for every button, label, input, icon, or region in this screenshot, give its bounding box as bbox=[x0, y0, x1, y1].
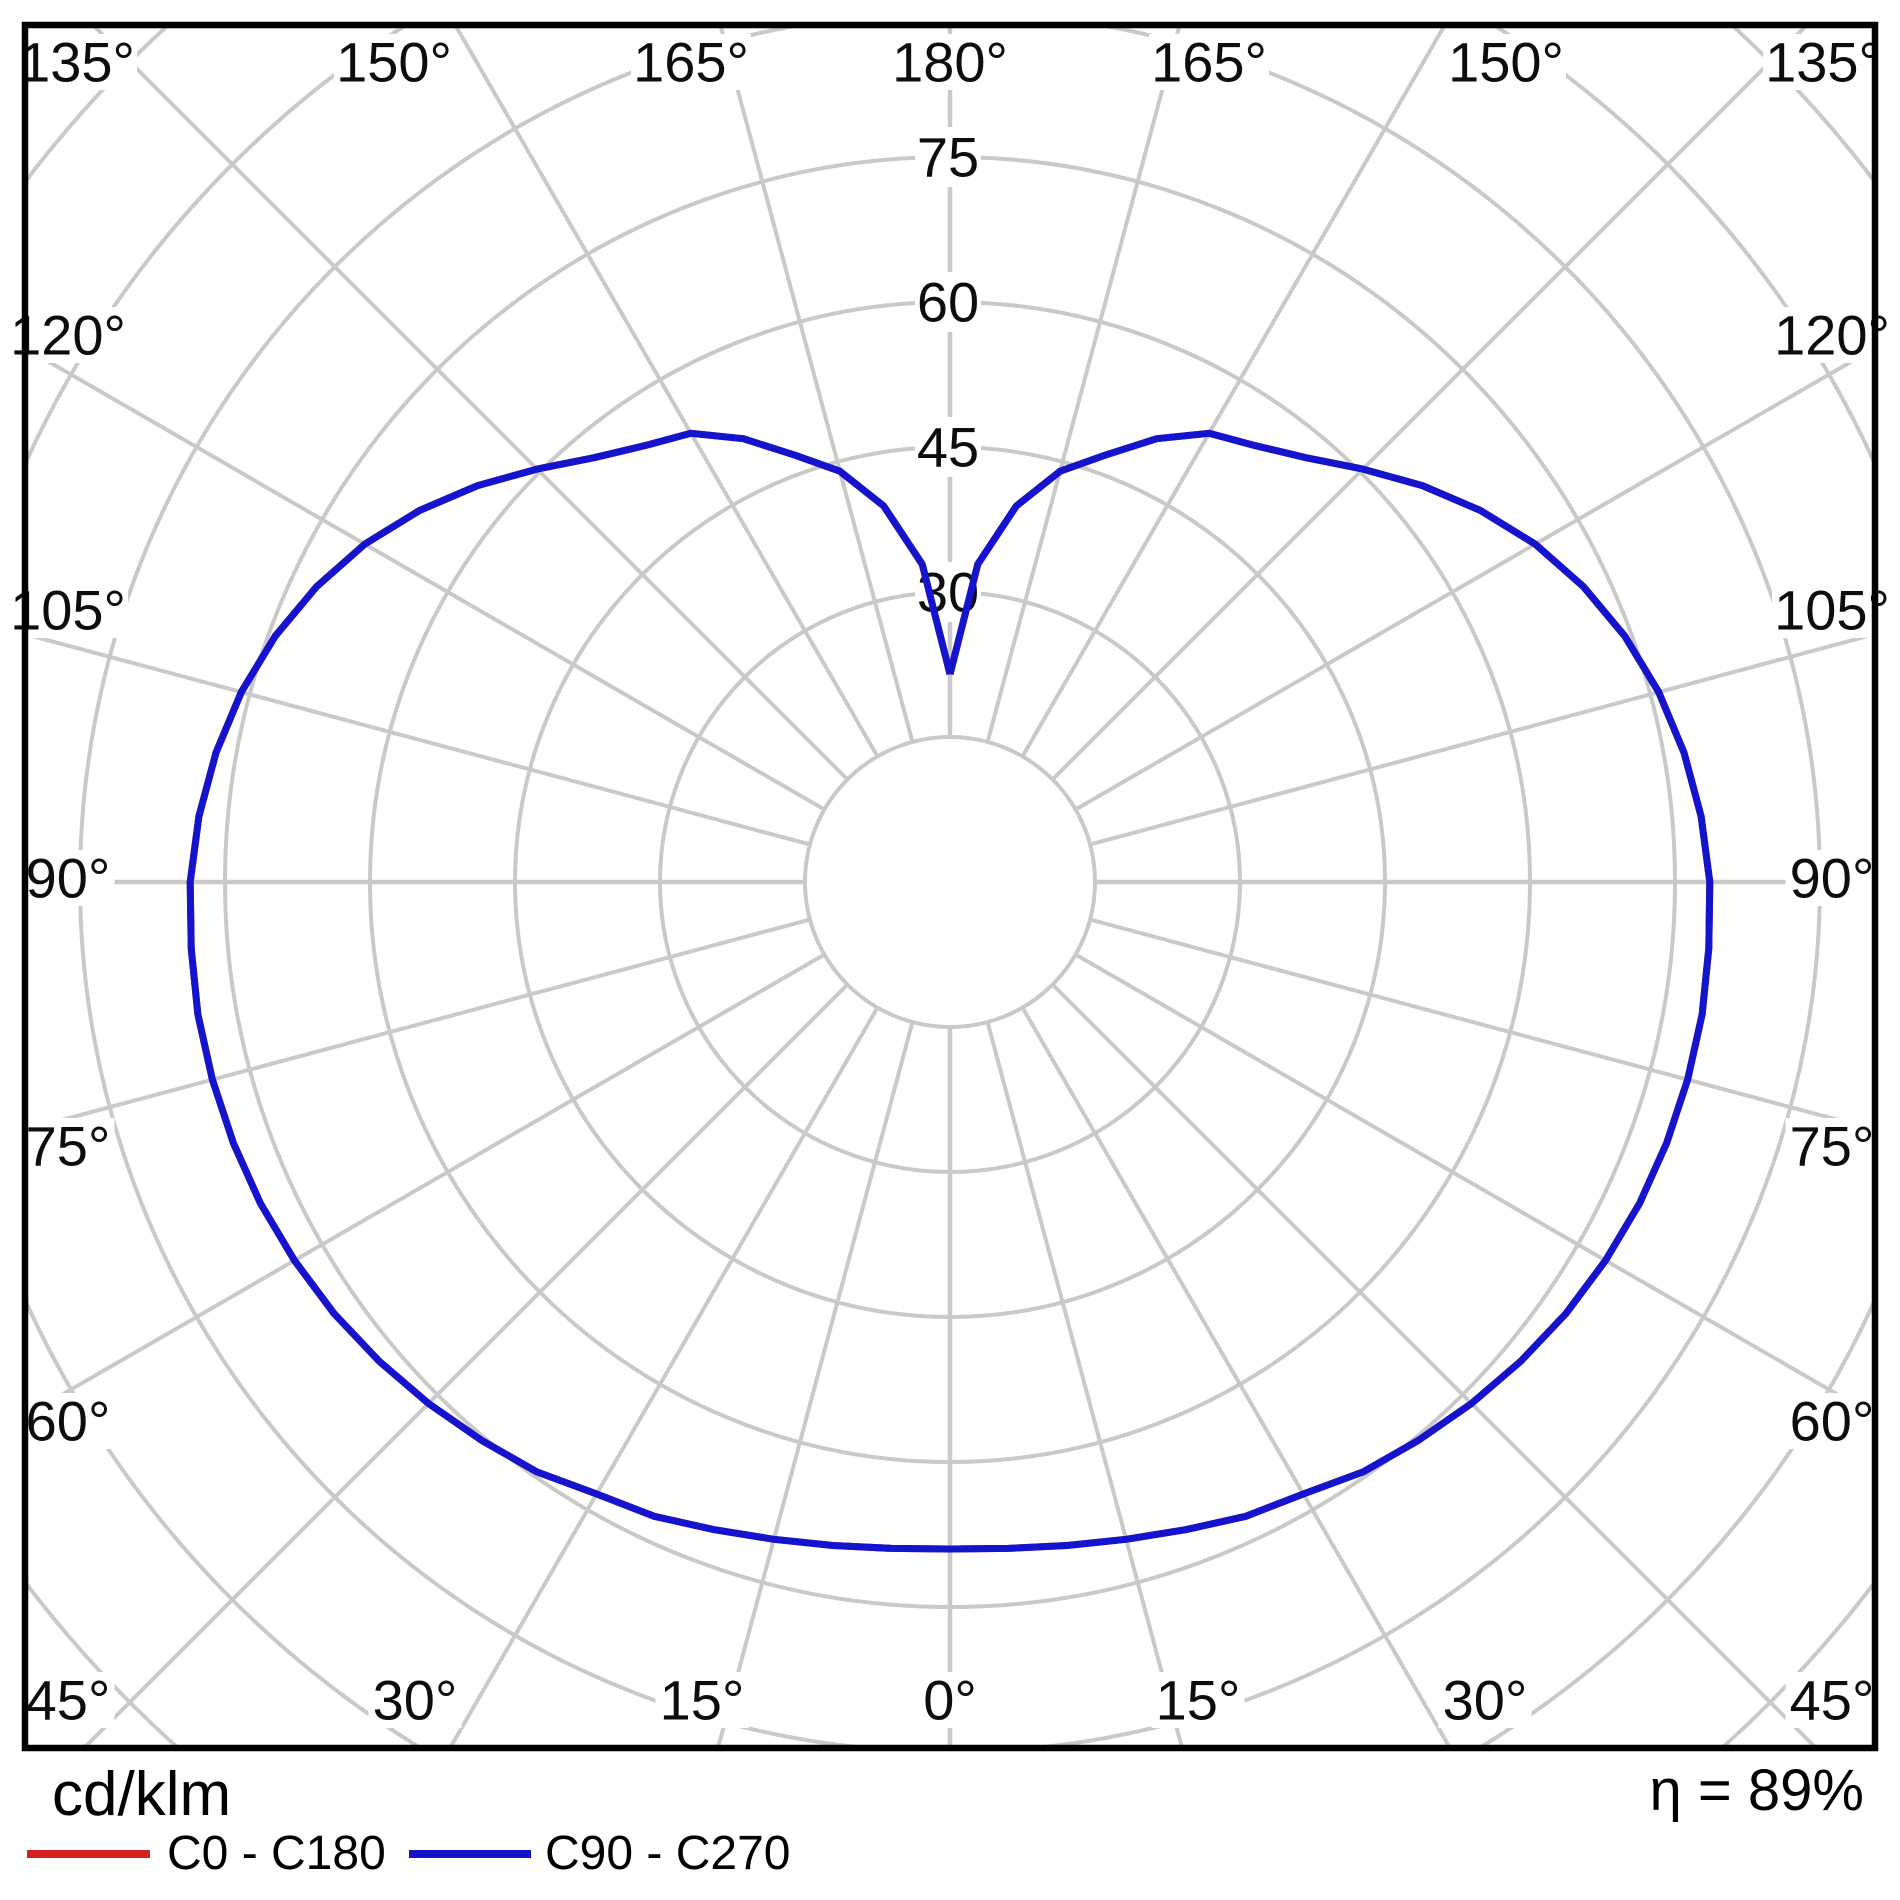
label-halo bbox=[1785, 850, 1879, 906]
label-halo bbox=[655, 1672, 749, 1728]
label-halo bbox=[1149, 34, 1269, 90]
grid-radial-line bbox=[719, 28, 915, 743]
axis-labels: 135° 150° 165° 180° 165° 150° 135° 120° 105° 90° 7… bbox=[8, 31, 1892, 1732]
grid-radial-line bbox=[28, 632, 811, 847]
label-halo bbox=[1446, 34, 1566, 90]
plot-border bbox=[21, 21, 1879, 1752]
angle-label-right: 90° bbox=[1790, 847, 1875, 910]
grid-radial-line bbox=[1089, 917, 1872, 1132]
label-halo bbox=[17, 34, 137, 90]
angle-label-top: 150° bbox=[336, 31, 452, 94]
angle-label-top: 135° bbox=[1765, 31, 1881, 94]
legend-label: C90 - C270 bbox=[545, 1827, 791, 1880]
radial-tick-label: 45 bbox=[917, 416, 979, 479]
angle-label-right: 120° bbox=[1774, 304, 1890, 367]
label-halo bbox=[917, 1672, 983, 1728]
grid-radial-line bbox=[1020, 1006, 1451, 1745]
curve-c90-c270 bbox=[186, 429, 1714, 1553]
angle-label-right: 45° bbox=[1790, 1669, 1875, 1732]
efficiency-label: η = 89% bbox=[1649, 1758, 1864, 1823]
grid-radial-line bbox=[985, 1021, 1184, 1745]
grid-radial-line bbox=[1089, 632, 1872, 847]
label-halo bbox=[1785, 1118, 1879, 1174]
grid-radial-line bbox=[985, 28, 1181, 743]
grid-radial-line bbox=[449, 1006, 880, 1745]
label-halo bbox=[21, 1118, 115, 1174]
angle-label-left: 60° bbox=[26, 1390, 111, 1453]
label-halo bbox=[915, 272, 981, 332]
angle-label-top: 135° bbox=[19, 31, 135, 94]
label-halo bbox=[890, 34, 1010, 90]
angle-label-top: 150° bbox=[1448, 31, 1564, 94]
grid-radial-line bbox=[1074, 952, 1872, 1417]
label-halo bbox=[21, 1672, 115, 1728]
radial-tick-label: 60 bbox=[917, 271, 979, 334]
label-halo bbox=[1785, 1393, 1879, 1449]
grid-radial-line bbox=[28, 952, 826, 1417]
grid-radial-line bbox=[454, 28, 880, 758]
angle-label-bottom: 30° bbox=[373, 1669, 458, 1732]
units-label: cd/klm bbox=[52, 1760, 232, 1829]
angle-label-left: 45° bbox=[26, 1669, 111, 1732]
grid-ring-15 bbox=[802, 734, 1098, 1030]
angle-label-top: 165° bbox=[633, 31, 749, 94]
angle-label-bottom: 0° bbox=[923, 1669, 977, 1732]
angle-label-left: 120° bbox=[10, 304, 126, 367]
angle-label-right: 75° bbox=[1790, 1115, 1875, 1178]
label-halo bbox=[1438, 1672, 1532, 1728]
label-halo bbox=[1763, 34, 1883, 90]
label-halo bbox=[915, 127, 981, 187]
legend: C0 - C180 C90 - C270 bbox=[0, 1826, 1900, 1886]
label-halo bbox=[368, 1672, 462, 1728]
label-halo bbox=[21, 1393, 115, 1449]
grid-radial-line bbox=[1074, 347, 1872, 812]
angle-label-left: 75° bbox=[26, 1115, 111, 1178]
legend-label: C0 - C180 bbox=[167, 1827, 386, 1880]
angle-label-left: 90° bbox=[26, 847, 111, 910]
label-halo bbox=[1151, 1672, 1245, 1728]
legend-line-c90-c270 bbox=[409, 1850, 531, 1858]
label-halo bbox=[21, 850, 115, 906]
radial-tick-label: 75 bbox=[917, 126, 979, 189]
angle-label-bottom: 30° bbox=[1443, 1669, 1528, 1732]
grid-radial-line bbox=[28, 917, 811, 1132]
angle-label-right: 105° bbox=[1774, 579, 1890, 642]
grid-radial-line bbox=[28, 347, 826, 812]
label-halo bbox=[1785, 1672, 1879, 1728]
label-halo bbox=[334, 34, 454, 90]
label-halo bbox=[631, 34, 751, 90]
angle-label-left: 105° bbox=[10, 579, 126, 642]
legend-line-c0-c180 bbox=[27, 1850, 150, 1858]
angle-label-right: 60° bbox=[1790, 1390, 1875, 1453]
label-halo bbox=[915, 417, 981, 477]
angle-label-bottom: 15° bbox=[1156, 1669, 1241, 1732]
intensity-curves bbox=[186, 429, 1714, 1553]
grid-radial-line bbox=[1020, 28, 1446, 758]
grid-radial-line bbox=[716, 1021, 915, 1745]
angle-label-top: 165° bbox=[1151, 31, 1267, 94]
angle-label-bottom: 15° bbox=[660, 1669, 745, 1732]
angle-label-top: 180° bbox=[892, 31, 1008, 94]
